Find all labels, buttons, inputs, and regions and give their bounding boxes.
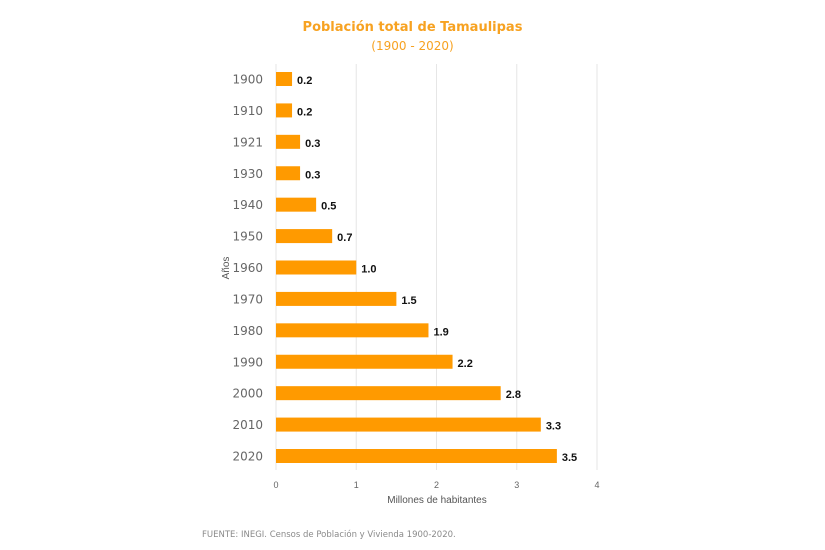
y-tick-label: 1980 [232, 324, 263, 338]
bar-1970 [276, 291, 397, 306]
bar-1990 [276, 354, 453, 369]
data-label: 2.2 [458, 358, 473, 370]
bar-1910 [276, 103, 293, 118]
y-tick-label: 2010 [232, 418, 263, 432]
data-label: 1.5 [401, 295, 416, 307]
y-tick-label: 1930 [232, 167, 263, 181]
data-label: 1.9 [433, 326, 448, 338]
y-tick-label: 2020 [232, 450, 263, 464]
x-tick-label: 2 [434, 480, 439, 490]
data-label: 0.3 [305, 138, 320, 150]
data-label: 0.2 [297, 106, 312, 118]
x-tick-label: 0 [273, 480, 278, 490]
bar-1980 [276, 323, 429, 338]
data-label: 0.3 [305, 169, 320, 181]
x-tick-label: 4 [594, 480, 599, 490]
data-label: 0.7 [337, 232, 352, 244]
y-tick-label: 1900 [232, 73, 263, 87]
bar-1950 [276, 229, 333, 244]
y-tick-label: 1960 [232, 261, 263, 275]
y-tick-label: 2000 [232, 387, 263, 401]
bar-1930 [276, 166, 301, 181]
x-tick-label: 3 [514, 480, 519, 490]
data-label: 1.0 [361, 264, 376, 276]
y-tick-label: 1990 [232, 355, 263, 369]
x-tick-label: 1 [354, 480, 359, 490]
data-label: 3.3 [546, 421, 561, 433]
bar-1960 [276, 260, 357, 275]
data-label: 0.5 [321, 201, 336, 213]
y-tick-label: 1921 [232, 135, 263, 149]
bar-1900 [276, 72, 293, 86]
y-tick-label: 1910 [232, 104, 263, 118]
bar-1921 [276, 134, 301, 149]
chart-title: Población total de Tamaulipas [302, 20, 523, 35]
data-label: 2.8 [506, 389, 521, 401]
source-note: FUENTE: INEGI. Censos de Población y Viv… [202, 530, 456, 540]
x-axis-label: Millones de habitantes [387, 495, 487, 506]
y-tick-label: 1970 [232, 292, 263, 306]
bar-2020 [276, 449, 557, 463]
y-axis-label: Años [221, 257, 232, 280]
y-tick-label: 1940 [232, 198, 263, 212]
bar-2000 [276, 386, 501, 401]
data-label: 3.5 [562, 452, 577, 464]
y-tick-label: 1950 [232, 230, 263, 244]
data-label: 0.2 [297, 75, 312, 87]
chart-subtitle: (1900 - 2020) [371, 39, 454, 53]
bar-1940 [276, 197, 317, 212]
bar-2010 [276, 417, 541, 432]
